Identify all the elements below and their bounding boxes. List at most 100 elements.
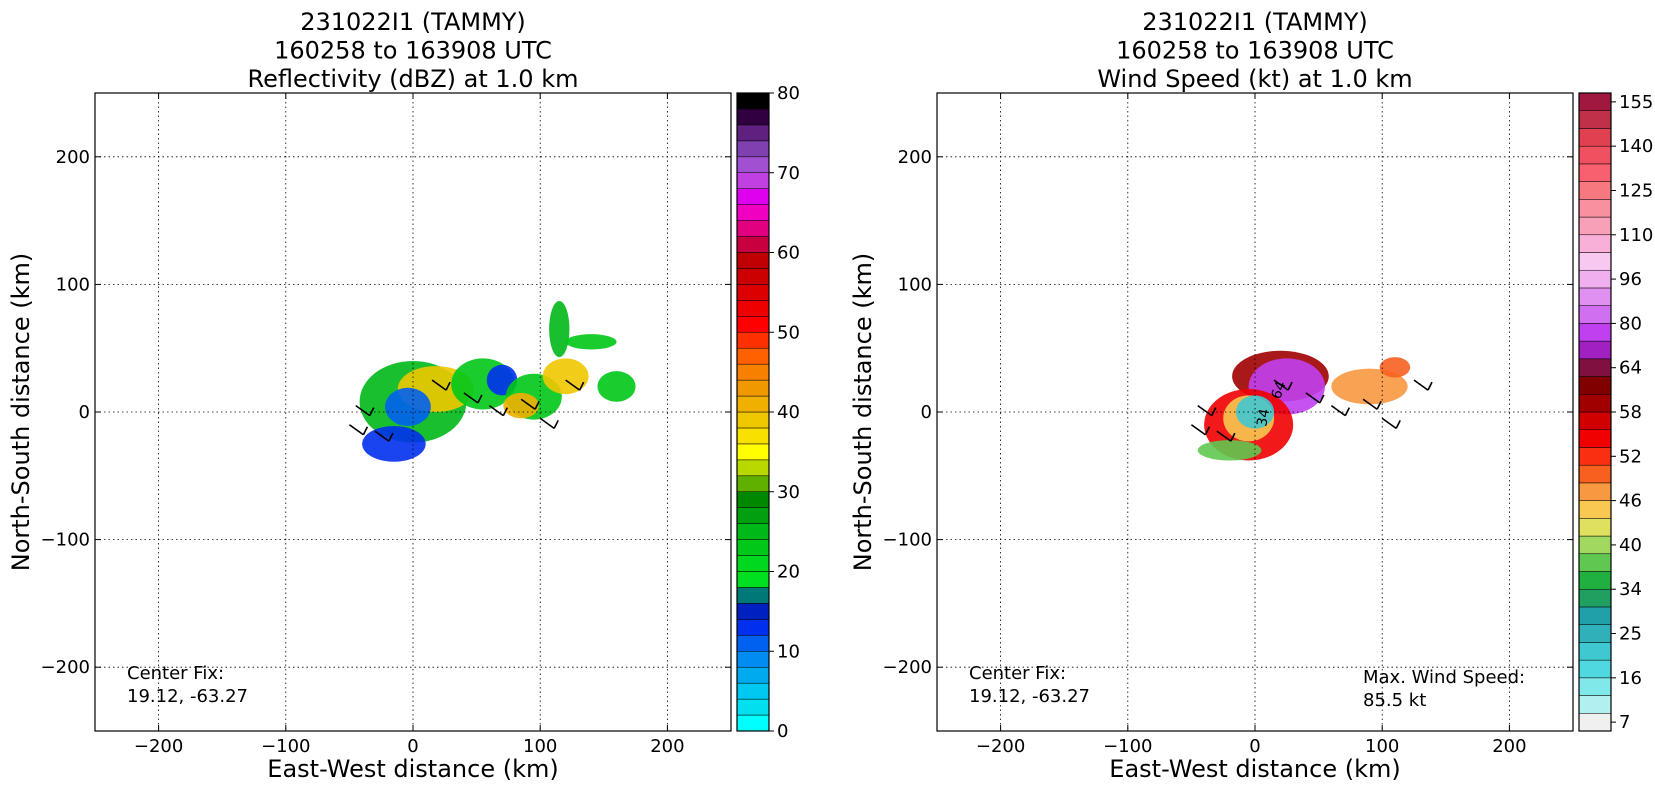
data-region bbox=[385, 387, 431, 427]
colorbar-swatch bbox=[1578, 659, 1612, 679]
colorbar-swatch bbox=[736, 379, 770, 397]
colorbar-tick-label: 58 bbox=[1619, 402, 1642, 423]
colorbar-swatch bbox=[1578, 571, 1612, 590]
x-axis-label: East-West distance (km) bbox=[1109, 755, 1400, 783]
y-axis-label: North-South distance (km) bbox=[7, 253, 35, 572]
colorbar-swatch bbox=[736, 682, 770, 700]
wind-barb bbox=[388, 432, 394, 442]
wind-barb bbox=[463, 392, 479, 404]
colorbar-swatch bbox=[1578, 588, 1612, 608]
colorbar-swatch bbox=[736, 459, 770, 477]
colorbar-tick-label: 64 bbox=[1619, 358, 1642, 379]
wind-barb bbox=[477, 394, 483, 404]
wind-barb bbox=[565, 379, 581, 391]
colorbar-swatch bbox=[736, 108, 770, 126]
annotation-text: Center Fix: bbox=[127, 663, 224, 684]
wind-barb bbox=[348, 424, 364, 436]
colorbar-swatch bbox=[736, 395, 770, 413]
colorbar-swatch bbox=[736, 603, 770, 620]
contour-label: 64 bbox=[1269, 379, 1290, 401]
colorbar-swatch bbox=[736, 475, 770, 492]
wind-barb bbox=[1395, 420, 1401, 429]
colorbar-swatch bbox=[1578, 340, 1612, 360]
colorbar-tick-label: 16 bbox=[1619, 668, 1642, 689]
colorbar-swatch bbox=[736, 587, 770, 604]
chart-title-line: Reflectivity (dBZ) at 1.0 km bbox=[248, 65, 579, 93]
colorbar-swatch bbox=[1578, 677, 1612, 696]
colorbar-swatch bbox=[1578, 234, 1612, 253]
colorbar-swatch bbox=[736, 268, 770, 285]
y-tick-label: −200 bbox=[883, 657, 932, 678]
annotation-text: 19.12, -63.27 bbox=[127, 686, 248, 707]
data-region bbox=[1235, 395, 1275, 429]
colorbar-swatch bbox=[1578, 411, 1612, 430]
colorbar-swatch bbox=[736, 252, 770, 269]
data-region bbox=[362, 426, 426, 462]
wind-barb bbox=[553, 420, 559, 429]
colorbar-swatch bbox=[736, 571, 770, 588]
colorbar-swatch bbox=[1578, 163, 1612, 182]
x-tick-label: 0 bbox=[407, 736, 418, 757]
colorbar-tick-label: 50 bbox=[777, 322, 800, 343]
chart-title-line: 231022I1 (TAMMY) bbox=[1142, 8, 1368, 36]
y-tick-label: 200 bbox=[56, 147, 90, 168]
colorbar-swatch bbox=[1578, 429, 1612, 448]
chart-title-line: 231022I1 (TAMMY) bbox=[300, 8, 526, 36]
colorbar-swatch bbox=[736, 523, 770, 540]
wind-barb bbox=[520, 398, 536, 410]
colorbar-tick-label: 20 bbox=[777, 562, 800, 583]
colorbar-tick-label: 70 bbox=[777, 163, 800, 184]
wind-barb bbox=[362, 426, 369, 436]
colorbar-swatch bbox=[1578, 323, 1612, 342]
colorbar-swatch bbox=[1578, 252, 1612, 271]
colorbar-swatch bbox=[1578, 376, 1612, 395]
colorbar-swatch bbox=[1578, 464, 1612, 484]
colorbar-swatch bbox=[736, 284, 770, 301]
wind-barb bbox=[1287, 381, 1293, 391]
wind-barb bbox=[369, 407, 375, 416]
y-tick-label: 100 bbox=[898, 274, 932, 295]
x-tick-label: 100 bbox=[523, 736, 557, 757]
colorbar-swatch bbox=[736, 635, 770, 652]
x-tick-label: 200 bbox=[1492, 736, 1526, 757]
colorbar-swatch bbox=[1578, 145, 1612, 165]
colorbar-tick-label: 40 bbox=[777, 402, 800, 423]
colorbar-swatch bbox=[736, 204, 770, 221]
colorbar-swatch bbox=[736, 300, 770, 317]
colorbar-tick-label: 110 bbox=[1619, 225, 1653, 246]
colorbar-swatch bbox=[736, 491, 770, 508]
colorbar-swatch bbox=[1578, 358, 1612, 377]
colorbar-swatch bbox=[736, 316, 770, 333]
colorbar-tick-label: 30 bbox=[777, 482, 800, 503]
colorbar-swatch bbox=[736, 539, 770, 556]
x-tick-label: 100 bbox=[1365, 736, 1399, 757]
y-axis-label: North-South distance (km) bbox=[849, 253, 877, 572]
colorbar-tick-label: 140 bbox=[1619, 136, 1653, 157]
colorbar-tick-label: 25 bbox=[1619, 624, 1642, 645]
x-tick-label: −200 bbox=[134, 736, 183, 757]
colorbar-swatch bbox=[1578, 482, 1612, 501]
colorbar-swatch bbox=[1578, 181, 1612, 200]
colorbar-swatch bbox=[1578, 199, 1612, 218]
colorbar-swatch bbox=[736, 236, 770, 253]
wind-barb bbox=[1230, 432, 1236, 442]
colorbar-swatch bbox=[1578, 713, 1612, 732]
colorbar-tick-label: 7 bbox=[1619, 712, 1630, 733]
wind-barb bbox=[488, 404, 504, 417]
colorbar-swatch bbox=[1578, 305, 1612, 324]
colorbar-swatch bbox=[1578, 553, 1612, 572]
colorbar-swatch bbox=[736, 124, 770, 142]
wind-barb bbox=[355, 404, 371, 417]
data-region bbox=[565, 334, 617, 350]
y-tick-label: −100 bbox=[883, 530, 932, 551]
contour-label: 34 bbox=[1254, 407, 1273, 427]
x-tick-label: −200 bbox=[976, 736, 1025, 757]
wind-barb bbox=[1427, 381, 1433, 391]
colorbar-swatch bbox=[736, 555, 770, 572]
colorbar: 7 16 25 34 40 46 52 58 64 80 96 110 125 140 155 bbox=[1578, 92, 1653, 733]
colorbar-swatch bbox=[1578, 92, 1612, 111]
colorbar-tick-label: 155 bbox=[1619, 92, 1653, 113]
colorbar-swatch bbox=[736, 172, 770, 189]
colorbar-swatch bbox=[736, 332, 770, 349]
colorbar-swatch bbox=[1578, 110, 1612, 129]
